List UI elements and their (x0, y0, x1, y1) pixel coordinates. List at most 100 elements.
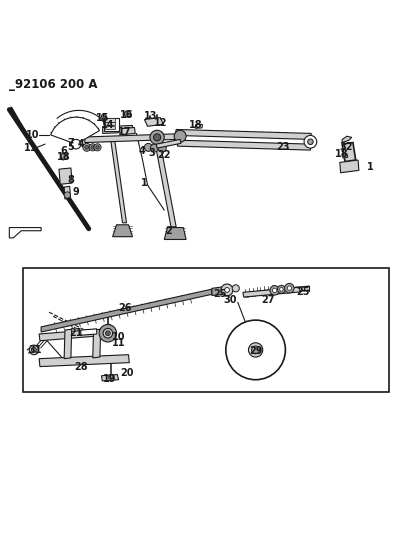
Polygon shape (93, 329, 101, 358)
Text: 25: 25 (296, 287, 310, 297)
Polygon shape (342, 142, 356, 161)
Polygon shape (212, 287, 224, 295)
Text: 18: 18 (189, 120, 203, 131)
Polygon shape (60, 153, 68, 160)
Text: 14: 14 (101, 120, 114, 131)
Circle shape (64, 192, 70, 198)
Circle shape (270, 286, 280, 295)
Text: 26: 26 (118, 303, 131, 313)
Polygon shape (85, 134, 176, 142)
Circle shape (304, 135, 317, 148)
Circle shape (226, 320, 286, 379)
Circle shape (102, 114, 106, 119)
Text: 10: 10 (112, 332, 125, 342)
Text: 10: 10 (26, 131, 40, 140)
Polygon shape (102, 375, 118, 381)
Text: 20: 20 (120, 368, 133, 378)
Polygon shape (41, 289, 212, 332)
Circle shape (158, 144, 166, 152)
Polygon shape (195, 124, 202, 128)
Bar (106, 126, 115, 130)
Text: 21: 21 (69, 328, 83, 338)
Text: 16: 16 (120, 110, 133, 120)
Polygon shape (104, 118, 118, 132)
Circle shape (103, 328, 113, 338)
Text: 19: 19 (103, 374, 116, 384)
Circle shape (221, 284, 233, 296)
Circle shape (225, 287, 229, 292)
Text: 29: 29 (249, 346, 262, 356)
Polygon shape (64, 329, 72, 359)
Circle shape (89, 144, 96, 151)
Text: 32: 32 (340, 142, 353, 152)
Bar (106, 118, 115, 122)
Circle shape (32, 348, 36, 352)
Circle shape (272, 288, 277, 293)
Circle shape (248, 343, 263, 357)
Text: 9: 9 (73, 187, 80, 197)
Circle shape (96, 146, 99, 149)
Text: 30: 30 (223, 295, 236, 305)
Polygon shape (164, 228, 186, 239)
Text: 6: 6 (61, 146, 68, 156)
Polygon shape (59, 168, 72, 184)
Polygon shape (156, 140, 181, 148)
Polygon shape (342, 154, 348, 158)
Text: 1: 1 (368, 162, 374, 172)
Circle shape (308, 139, 313, 144)
Polygon shape (113, 225, 132, 237)
Text: 25: 25 (213, 289, 227, 300)
Bar (106, 122, 115, 125)
Circle shape (124, 111, 131, 117)
Text: 22: 22 (158, 150, 171, 160)
Text: 23: 23 (277, 142, 290, 152)
Circle shape (154, 134, 161, 141)
Circle shape (85, 146, 89, 149)
Text: 11: 11 (112, 338, 125, 348)
Text: 5: 5 (68, 142, 74, 152)
Circle shape (174, 130, 186, 142)
Text: 18: 18 (57, 152, 71, 162)
Text: 4: 4 (78, 139, 84, 149)
Circle shape (83, 143, 91, 151)
Text: 31: 31 (28, 345, 42, 355)
Circle shape (94, 144, 101, 151)
Polygon shape (9, 228, 41, 238)
Circle shape (29, 345, 39, 354)
Circle shape (144, 143, 152, 151)
Text: 27: 27 (262, 295, 275, 305)
Polygon shape (154, 140, 176, 227)
Text: 28: 28 (74, 361, 88, 372)
Circle shape (71, 140, 81, 149)
Bar (23, 269, 389, 392)
Text: 4: 4 (139, 146, 146, 156)
Text: 3: 3 (148, 148, 155, 158)
Circle shape (106, 331, 110, 336)
Circle shape (232, 285, 239, 292)
Circle shape (285, 284, 294, 293)
Polygon shape (243, 287, 300, 297)
Polygon shape (39, 354, 129, 367)
Polygon shape (121, 127, 135, 135)
Polygon shape (175, 130, 311, 140)
Text: _92106 200 A: _92106 200 A (9, 78, 98, 91)
Text: 13: 13 (144, 110, 157, 120)
Polygon shape (64, 186, 70, 199)
Circle shape (150, 130, 164, 144)
Text: 15: 15 (96, 112, 110, 123)
Polygon shape (144, 118, 164, 126)
Polygon shape (51, 117, 100, 144)
Polygon shape (103, 125, 132, 133)
Polygon shape (39, 329, 98, 341)
Polygon shape (342, 136, 352, 142)
Text: 18: 18 (335, 149, 349, 159)
Circle shape (91, 146, 94, 149)
Polygon shape (177, 140, 311, 150)
Circle shape (278, 285, 286, 293)
Text: 1: 1 (141, 178, 148, 188)
Polygon shape (81, 329, 97, 335)
Text: 7: 7 (68, 139, 74, 148)
Circle shape (150, 144, 158, 152)
Polygon shape (340, 160, 359, 173)
Text: 8: 8 (68, 175, 74, 185)
